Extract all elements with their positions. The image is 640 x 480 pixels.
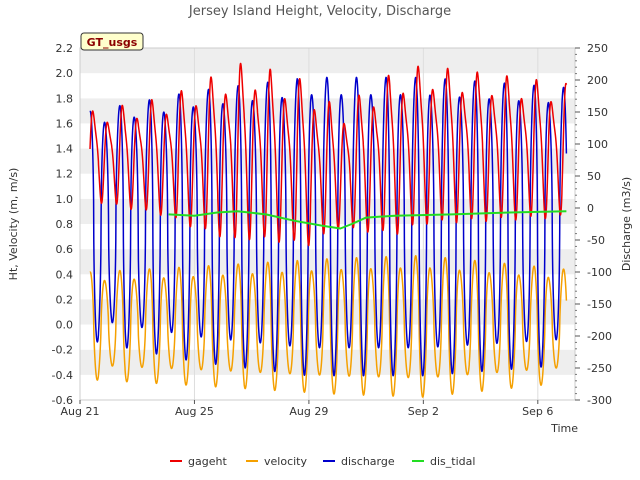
series-lines (89, 62, 568, 398)
y-tick-label-right: 200 (587, 74, 608, 87)
y-tick-label-right: -300 (587, 394, 612, 407)
y-tick-label-right: 150 (587, 106, 608, 119)
chart-title: Jersey Island Height, Velocity, Discharg… (188, 4, 451, 19)
x-tick-label: Sep 6 (522, 405, 553, 418)
y-axis-label-right: Discharge (m3/s) (620, 177, 633, 271)
left-y-ticks: -0.6 -0.4 -0.2 0.0 0.2 0.4 0.6 0.8 1.0 1.2 1.4 1.6 1… (52, 42, 73, 407)
y-tick-label-left: 1.0 (56, 193, 74, 206)
y-tick-label-right: -100 (587, 266, 612, 279)
y-tick-label-right: 0 (587, 202, 594, 215)
grid-band (80, 349, 575, 375)
plot-frame (79, 47, 576, 401)
y-tick-label-left: 1.4 (56, 143, 74, 156)
x-tick-label: Aug 25 (175, 405, 214, 418)
y-tick-label-right: -250 (587, 362, 612, 375)
y-axis-label-left: Ht, Velocity (m, m/s) (7, 168, 20, 281)
badge-text: GT_usgs (87, 36, 138, 49)
y-tick-label-left: 0.8 (56, 218, 74, 231)
legend-label-discharge: discharge (341, 455, 395, 468)
legend-label-velocity: velocity (264, 455, 307, 468)
y-tick-label-left: 1.6 (56, 117, 74, 130)
badge-box (80, 32, 144, 51)
y-tick-label-left: 2.2 (56, 42, 74, 55)
y-tick-label-right: 100 (587, 138, 608, 151)
x-tick-label: Aug 29 (289, 405, 328, 418)
y-tick-label-right: -200 (587, 330, 612, 343)
y-tick-label-left: 1.8 (56, 92, 74, 105)
y-tick-label-left: 1.2 (56, 168, 74, 181)
x-tick-label: Aug 21 (61, 405, 100, 418)
y-tick-label-left: 0.2 (56, 293, 74, 306)
y-tick-label-right: 50 (587, 170, 601, 183)
y-tick-label-left: -0.2 (52, 344, 73, 357)
legend: gageht velocity discharge dis_tidal (170, 455, 475, 468)
grid-band (80, 374, 575, 400)
y-tick-label-left: 0.0 (56, 319, 74, 332)
series-line-discharge (89, 76, 568, 377)
series-line-velocity (89, 255, 568, 398)
grid-band (80, 48, 575, 74)
legend-label-dis_tidal: dis_tidal (430, 455, 475, 468)
y-tick-label-left: 0.6 (56, 243, 74, 256)
y-tick-label-left: -0.6 (52, 394, 73, 407)
legend-label-gageht: gageht (188, 455, 227, 468)
y-tick-label-left: 0.4 (56, 268, 74, 281)
x-tick-label: Sep 2 (408, 405, 439, 418)
x-axis-label: Time (550, 422, 578, 435)
x-ticks: Aug 21 Aug 25 Aug 29 Sep 2 Sep 6 (61, 400, 553, 418)
y-tick-label-right: -50 (587, 234, 605, 247)
series-line-dis_tidal (168, 210, 567, 230)
y-tick-label-right: -150 (587, 298, 612, 311)
badge: GT_usgs (80, 32, 144, 51)
y-tick-label-right: 250 (587, 42, 608, 55)
y-tick-label-left: -0.4 (52, 369, 73, 382)
y-tick-label-left: 2.0 (56, 67, 74, 80)
right-y-ticks: -300 -250 -200 -150 -100 -50 0 50 100 150 200 250 (575, 42, 612, 407)
